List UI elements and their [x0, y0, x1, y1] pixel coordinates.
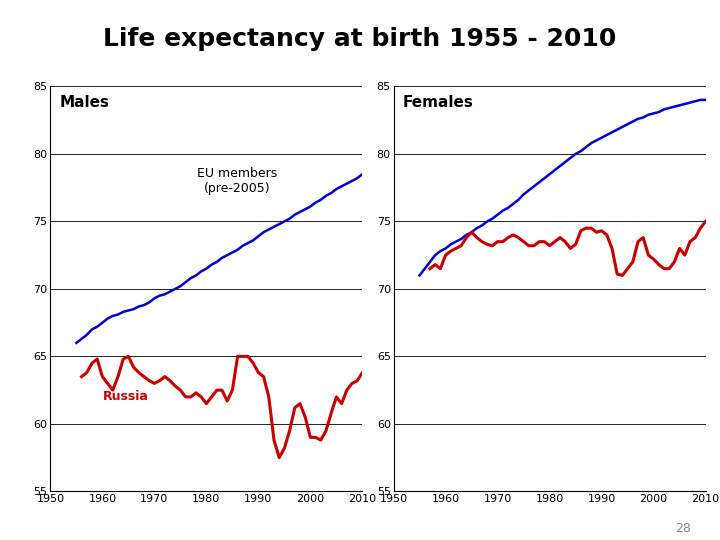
Text: 28: 28	[675, 522, 691, 535]
Text: EU members
(pre-2005): EU members (pre-2005)	[197, 167, 278, 195]
Text: Females: Females	[403, 94, 474, 110]
Text: Males: Males	[60, 94, 109, 110]
Text: Russia: Russia	[102, 389, 148, 403]
Text: Life expectancy at birth 1955 - 2010: Life expectancy at birth 1955 - 2010	[103, 27, 617, 51]
